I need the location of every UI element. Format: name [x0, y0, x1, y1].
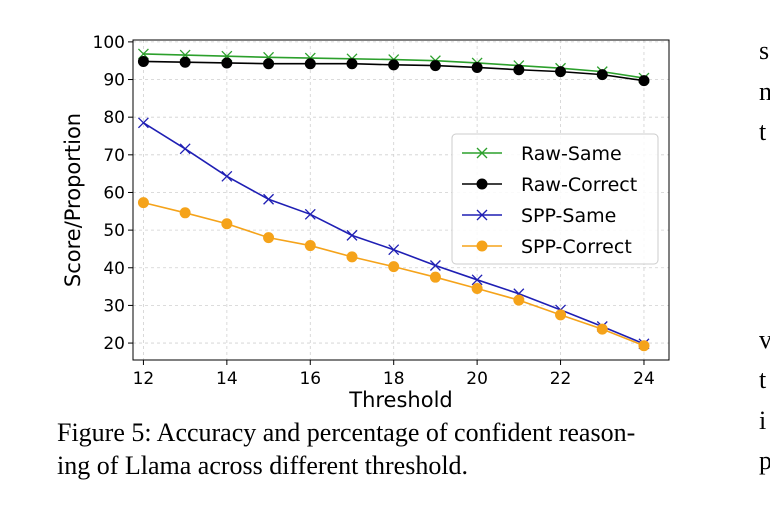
y-tick-label: 20: [103, 334, 125, 354]
data-point: [596, 323, 608, 335]
side-text-fragment: i: [759, 406, 767, 435]
legend-item: SPP-Same: [462, 205, 616, 227]
data-point: [346, 251, 358, 263]
legend-label: SPP-Correct: [521, 236, 632, 258]
data-point: [555, 309, 567, 321]
x-tick-label: 16: [299, 369, 321, 389]
data-point: [429, 60, 441, 72]
y-tick-label: 80: [103, 108, 125, 128]
y-tick-label: 90: [103, 71, 125, 91]
data-point: [304, 58, 316, 70]
legend-item: SPP-Correct: [462, 236, 632, 258]
side-text-fragment: t: [759, 365, 767, 394]
legend-label: SPP-Same: [521, 205, 616, 227]
legend: Raw-Same Raw-Correct SPP-Same SPP-Correct: [451, 133, 659, 265]
data-point: [513, 64, 525, 76]
y-tick-label: 50: [103, 221, 125, 241]
data-point: [179, 143, 191, 155]
series-group: [137, 48, 650, 352]
legend-label: Raw-Correct: [521, 174, 637, 196]
legend-marker: [476, 209, 488, 221]
x-tick-label: 22: [550, 369, 572, 389]
data-point: [555, 66, 567, 78]
caption-line-1: Figure 5: Accuracy and percentage of con…: [57, 418, 636, 447]
series-raw-correct: [137, 55, 650, 87]
side-text-fragment: s: [759, 36, 770, 65]
legend-label: Raw-Same: [521, 143, 622, 165]
data-point: [346, 58, 358, 70]
legend-item: Raw-Correct: [462, 174, 637, 196]
data-point: [638, 75, 650, 87]
x-tick-label: 12: [133, 369, 155, 389]
data-point: [429, 271, 441, 283]
y-tick-label: 60: [103, 183, 125, 203]
y-tick-label: 70: [103, 146, 125, 166]
side-text-fragment: p: [759, 446, 770, 475]
data-point: [179, 207, 191, 219]
data-point: [388, 261, 400, 273]
legend-marker: [476, 240, 488, 252]
data-point: [388, 59, 400, 71]
x-axis-label: Threshold: [348, 388, 453, 410]
x-tick-label: 24: [633, 369, 655, 389]
plot-frame: [132, 39, 670, 361]
x-tick-label: 14: [216, 369, 238, 389]
data-point: [471, 274, 483, 286]
y-tick-label: 40: [103, 259, 125, 279]
legend-marker: [476, 178, 488, 190]
axis-ticks: 12 14 16 18 20 22 24 20 30 40 50 60 70 80 90 100: [93, 33, 655, 389]
figure-caption: Figure 5: Accuracy and percentage of con…: [57, 416, 727, 482]
side-text-fragment: t: [759, 117, 767, 146]
x-tick-label: 18: [383, 369, 405, 389]
data-point: [471, 282, 483, 294]
data-point: [137, 55, 149, 67]
data-point: [471, 61, 483, 73]
data-point: [137, 197, 149, 209]
caption-line-2: ing of Llama across different threshold.: [57, 451, 469, 480]
data-point: [263, 58, 275, 70]
y-tick-label: 30: [103, 296, 125, 316]
data-point: [388, 244, 400, 256]
data-point: [346, 229, 358, 241]
x-tick-label: 20: [466, 369, 488, 389]
y-axis-label: Score/Proportion: [61, 113, 85, 287]
series-spp-correct: [137, 197, 650, 352]
y-tick-label: 100: [93, 33, 125, 53]
side-text-fragment: v: [759, 325, 770, 354]
data-point: [304, 240, 316, 252]
data-point: [221, 218, 233, 230]
legend-marker: [476, 147, 488, 159]
legend-box: [451, 133, 659, 265]
data-point: [429, 260, 441, 271]
data-point: [221, 57, 233, 69]
data-point: [304, 208, 316, 220]
data-point: [179, 56, 191, 68]
data-point: [638, 340, 650, 352]
data-point: [263, 193, 275, 205]
data-point: [596, 69, 608, 81]
legend-item: Raw-Same: [462, 143, 622, 165]
data-point: [137, 117, 149, 129]
data-point: [513, 294, 525, 306]
data-point: [221, 170, 233, 182]
line-chart: 12 14 16 18 20 22 24 20 30 40 50 60 70 80 90 100 Thresh…: [61, 33, 670, 410]
data-point: [263, 232, 275, 244]
side-text-fragment: n: [759, 77, 770, 106]
